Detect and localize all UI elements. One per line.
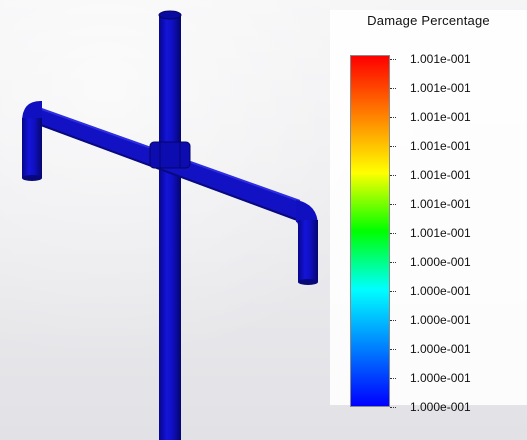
- vertical-pipe-top-cap: [158, 10, 182, 20]
- legend-tick-label: 1.001e-001: [410, 110, 471, 124]
- cross-joint: [149, 141, 191, 169]
- damage-legend: Damage Percentage 1.001e-001 1.001e-001 1.…: [330, 10, 527, 414]
- legend-tick-label: 1.000e-001: [410, 371, 471, 385]
- right-drop-pipe: [298, 220, 318, 282]
- right-elbow: [296, 200, 318, 226]
- legend-tick-label: 1.001e-001: [410, 226, 471, 240]
- legend-tick-label: 1.000e-001: [410, 400, 471, 414]
- legend-title: Damage Percentage: [367, 13, 490, 28]
- vertical-pipe: [159, 14, 181, 440]
- left-drop-pipe: [22, 118, 42, 178]
- legend-tick-mark: [390, 117, 396, 118]
- legend-tick-mark: [390, 349, 396, 350]
- legend-tick-label: 1.000e-001: [410, 255, 471, 269]
- legend-tick-mark: [390, 59, 396, 60]
- legend-tick-mark: [390, 262, 396, 263]
- legend-tick-mark: [390, 146, 396, 147]
- legend-tick-label: 1.001e-001: [410, 139, 471, 153]
- legend-tick-mark: [390, 320, 396, 321]
- legend-tick-label: 1.000e-001: [410, 284, 471, 298]
- legend-tick-label: 1.000e-001: [410, 342, 471, 356]
- legend-tick-mark: [390, 175, 396, 176]
- legend-tick-mark: [390, 378, 396, 379]
- legend-colorbar: [350, 55, 390, 407]
- legend-tick-label: 1.001e-001: [410, 197, 471, 211]
- legend-tick-mark: [390, 204, 396, 205]
- legend-tick-label: 1.000e-001: [410, 313, 471, 327]
- right-drop-cap: [298, 279, 318, 285]
- legend-tick-label: 1.001e-001: [410, 81, 471, 95]
- left-drop-cap: [22, 175, 42, 181]
- legend-tick-label: 1.001e-001: [410, 52, 471, 66]
- legend-tick-label: 1.001e-001: [410, 168, 471, 182]
- legend-tick-mark: [390, 291, 396, 292]
- legend-tick-mark: [390, 233, 396, 234]
- legend-tick-mark: [390, 407, 396, 408]
- legend-tick-mark: [390, 88, 396, 89]
